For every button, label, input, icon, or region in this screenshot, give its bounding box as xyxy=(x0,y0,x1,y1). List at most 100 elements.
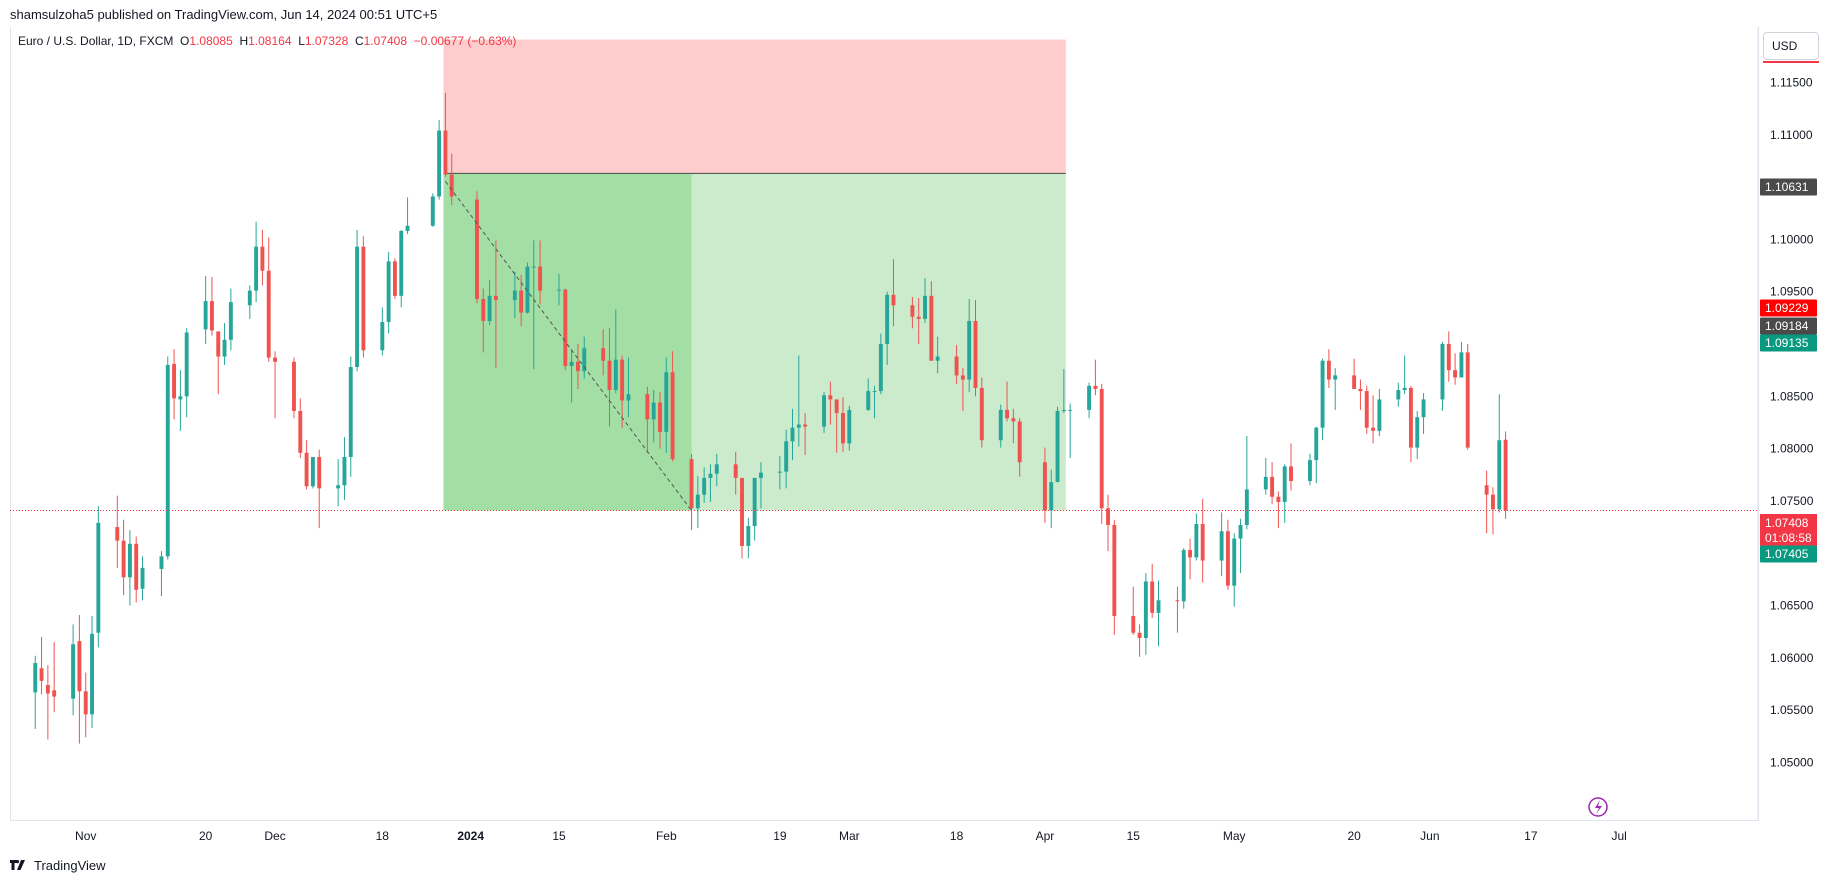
candle-body xyxy=(790,427,795,442)
candle-body xyxy=(361,246,366,351)
candle-body xyxy=(689,459,694,509)
candle xyxy=(33,655,38,729)
change-value: −0.00677 (−0.63%) xyxy=(413,34,517,48)
candle-body xyxy=(39,668,44,681)
candle-body xyxy=(1131,615,1136,633)
candle xyxy=(1017,418,1022,477)
candle xyxy=(695,475,700,529)
position-tool[interactable] xyxy=(443,39,1066,511)
candle xyxy=(1188,538,1193,580)
candle-body xyxy=(670,372,675,460)
candle xyxy=(1440,341,1445,411)
candle xyxy=(998,404,1003,448)
price-axis[interactable]: 1.115001.110001.105001.100001.095001.090… xyxy=(1757,27,1814,820)
time-tick-label: Apr xyxy=(1036,829,1055,843)
candle-body xyxy=(1326,360,1331,380)
candle-body xyxy=(1087,385,1092,410)
price-tick-label: 1.06000 xyxy=(1770,651,1814,665)
candle xyxy=(935,336,940,374)
candle-body xyxy=(1219,531,1224,561)
candle-body xyxy=(159,556,164,569)
candle xyxy=(645,386,650,453)
time-axis[interactable]: Nov 20 Dec 18 2024 15 Feb 19 Mar 18 Apr 15 May 20 Jun 1… xyxy=(75,829,1627,843)
candle-body xyxy=(1408,387,1413,448)
bottom-green-badge-text: 1.07405 xyxy=(1765,547,1809,561)
candle xyxy=(1282,464,1287,523)
candle-body xyxy=(1402,387,1407,391)
candle-body xyxy=(487,295,492,321)
candle xyxy=(437,120,442,200)
alert-icon xyxy=(1588,797,1608,817)
candle-body xyxy=(1364,391,1369,428)
candle xyxy=(1289,443,1293,491)
candle-body xyxy=(380,322,385,351)
candle xyxy=(512,271,517,318)
candle-body xyxy=(430,196,435,226)
time-tick-label: 19 xyxy=(773,829,787,843)
candle-body xyxy=(178,396,183,400)
candle xyxy=(575,343,580,389)
candle-body xyxy=(910,305,915,317)
candle-body xyxy=(841,413,845,444)
candle xyxy=(52,642,57,713)
candle-body xyxy=(115,527,120,541)
candle xyxy=(1087,382,1092,419)
candle-body xyxy=(651,402,656,420)
candles-layer xyxy=(33,92,1508,744)
candle-body xyxy=(834,399,839,414)
candle xyxy=(557,273,561,306)
close-value: 1.07408 xyxy=(363,34,407,48)
candle xyxy=(1093,359,1098,396)
candle-body xyxy=(1106,508,1110,525)
candle xyxy=(45,665,50,740)
last-price-text: 1.07408 xyxy=(1765,516,1809,530)
alert-bolt-icon xyxy=(1595,800,1602,814)
candle-body xyxy=(310,456,315,487)
candle-body xyxy=(1225,531,1230,586)
candle-body xyxy=(1308,460,1312,482)
candle xyxy=(209,277,214,336)
candle xyxy=(746,517,751,559)
candle-body xyxy=(1055,410,1060,483)
candle-body xyxy=(601,348,606,361)
green-price-badge: 1.09135 xyxy=(1760,334,1817,352)
candle xyxy=(1333,368,1338,410)
candle-body xyxy=(866,391,871,410)
candle xyxy=(1005,381,1010,422)
brand-footer[interactable]: TradingView xyxy=(10,858,106,873)
candle xyxy=(601,329,606,376)
bottom-green-badge: 1.07405 xyxy=(1760,545,1817,563)
candle-body xyxy=(525,266,530,313)
candle-body xyxy=(708,473,713,478)
candle-body xyxy=(872,391,877,393)
candle xyxy=(83,672,88,738)
candle xyxy=(923,278,927,324)
candle-body xyxy=(90,633,94,715)
candle xyxy=(1364,385,1369,434)
candle xyxy=(1276,491,1281,529)
candle xyxy=(670,351,675,462)
candle-body xyxy=(1232,538,1237,586)
open-label: O xyxy=(180,34,190,48)
filled-profit-zone xyxy=(443,173,692,511)
candle xyxy=(822,392,827,433)
candle xyxy=(159,551,164,597)
candle-body xyxy=(960,375,965,380)
tradingview-logo-icon xyxy=(10,859,28,872)
entry-price-badge: 1.10631 xyxy=(1760,178,1817,196)
candle-body xyxy=(273,357,277,362)
candle xyxy=(841,397,845,452)
candle-body xyxy=(923,295,927,319)
candle-body xyxy=(405,225,410,232)
candle xyxy=(866,378,871,411)
candle xyxy=(310,456,315,489)
candle xyxy=(140,556,145,601)
candle-body xyxy=(1421,399,1426,418)
currency-button[interactable]: USD xyxy=(1763,32,1819,60)
candle xyxy=(1232,533,1237,607)
candle xyxy=(954,345,959,384)
candle-body xyxy=(1465,352,1470,448)
candle-body xyxy=(1440,343,1445,400)
candle xyxy=(493,240,498,369)
